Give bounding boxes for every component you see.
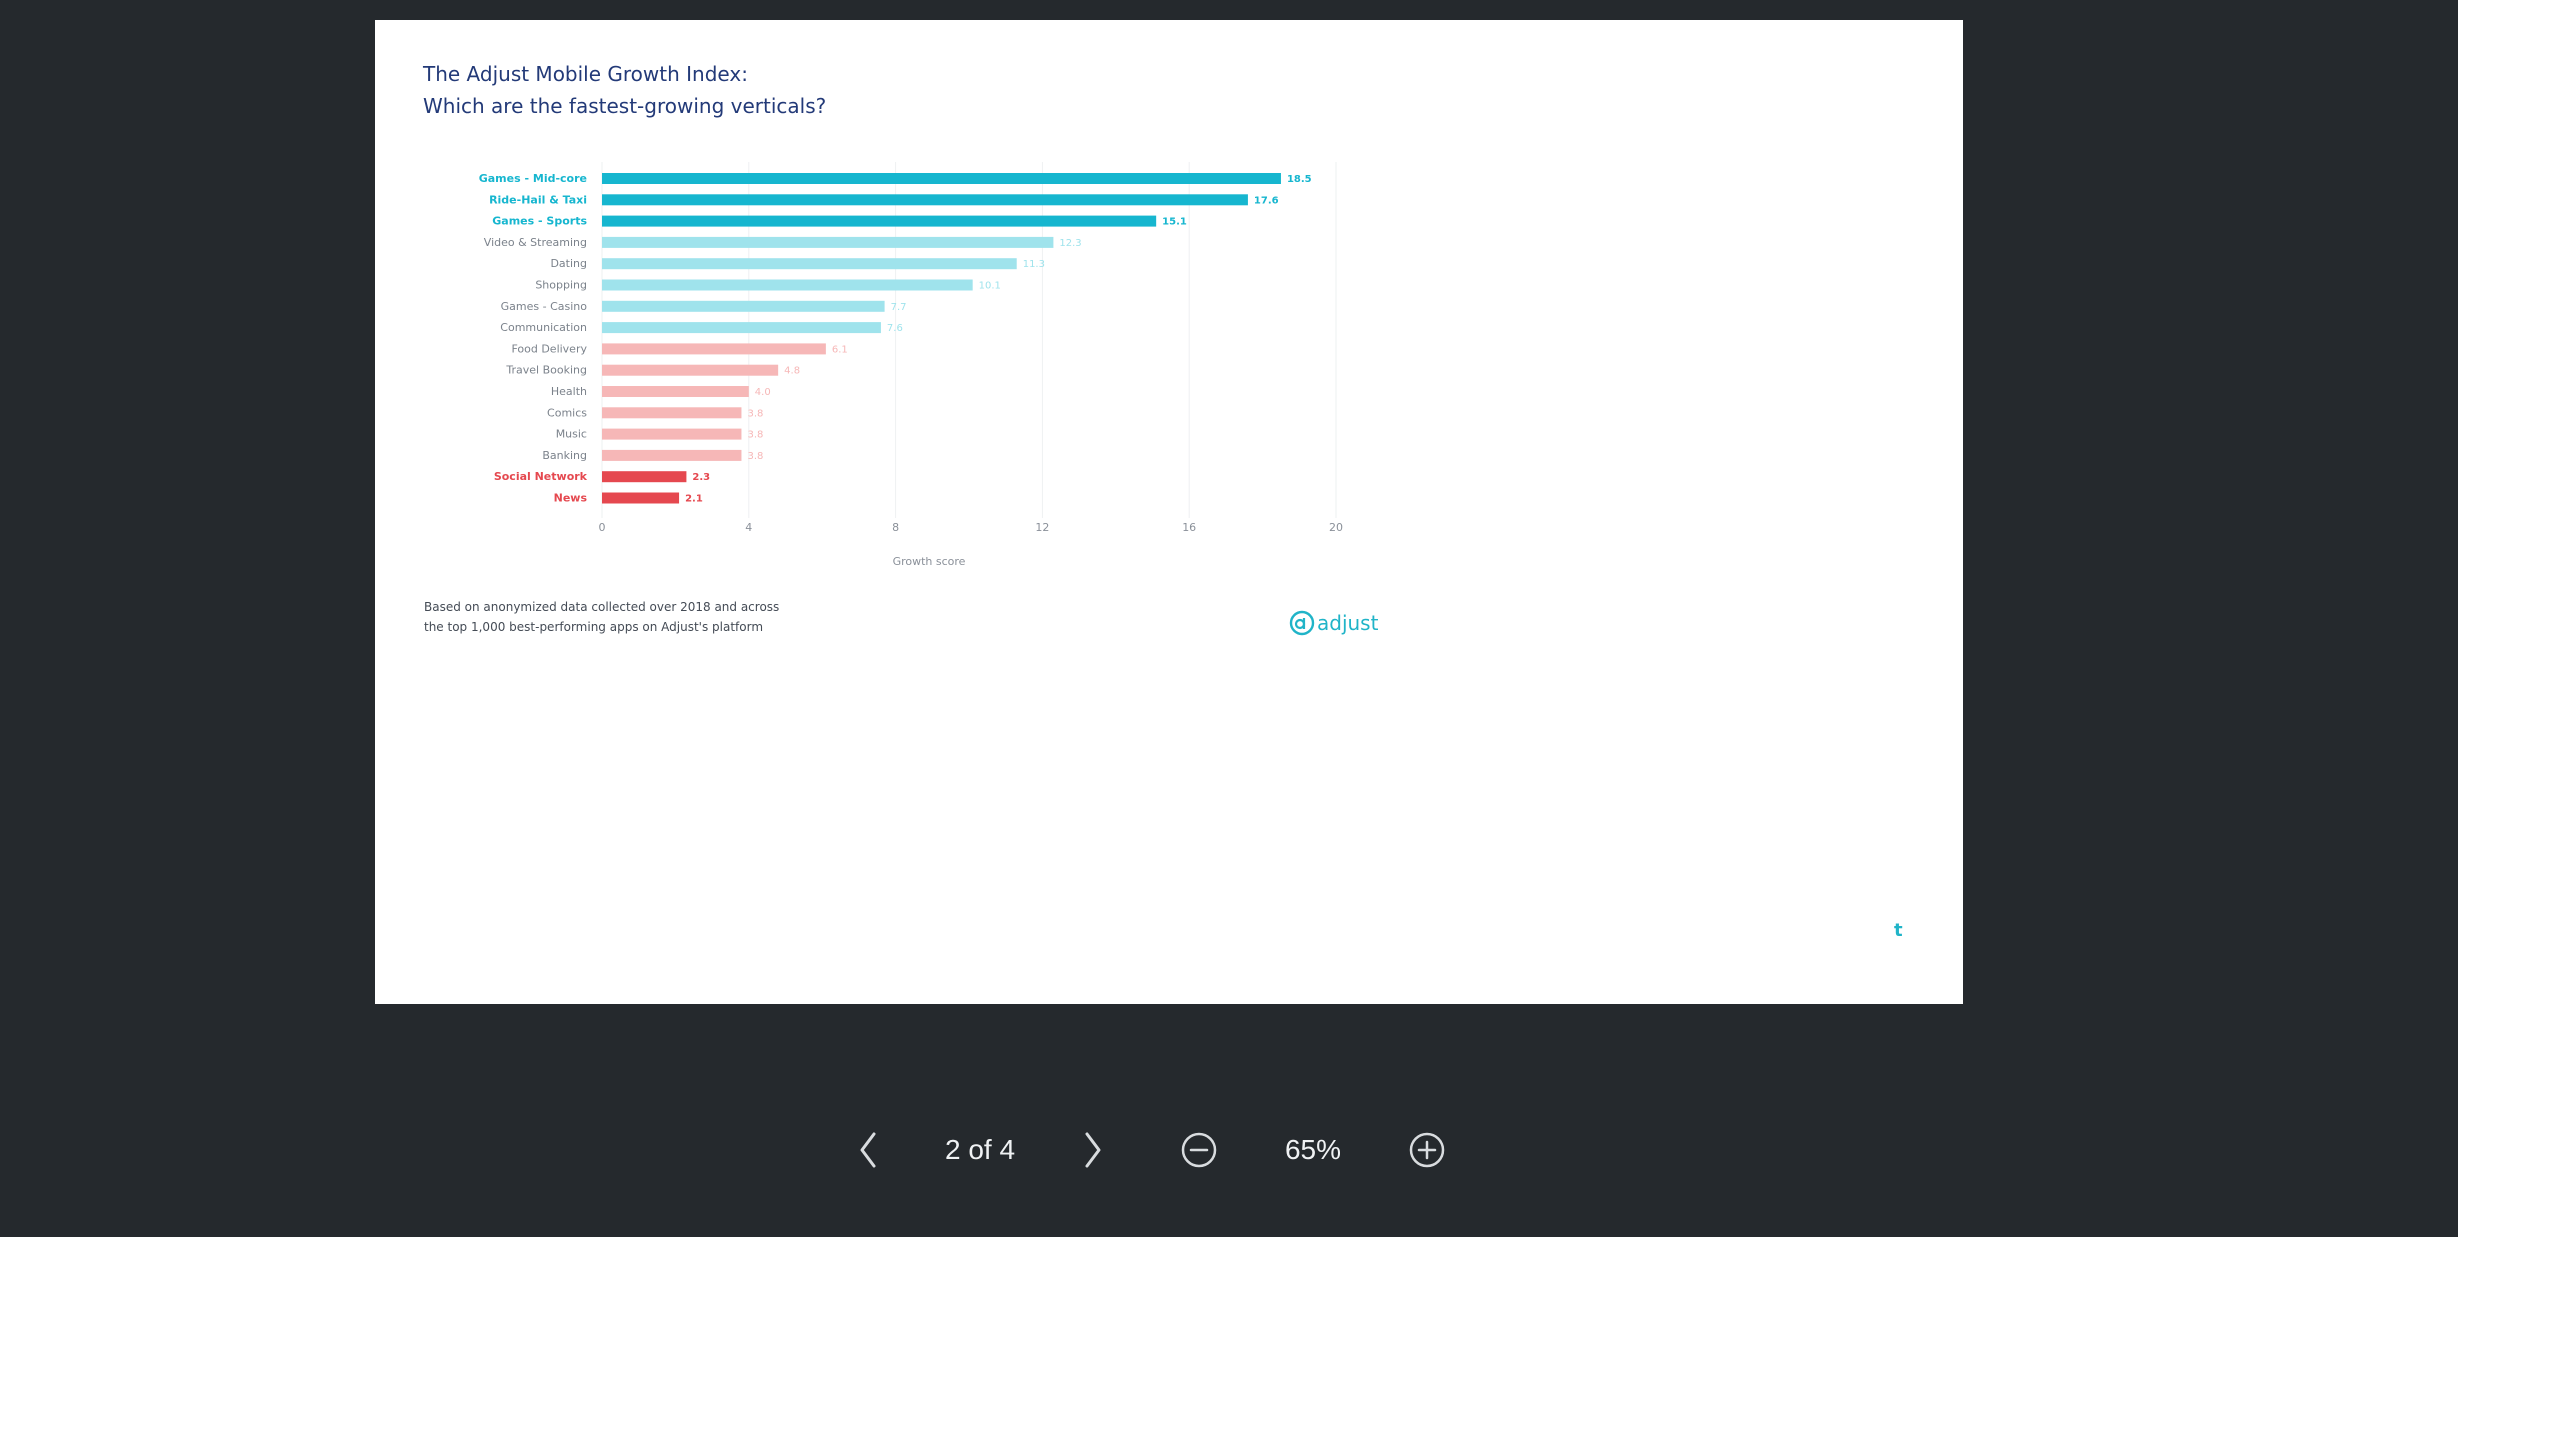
zoom-in-icon (1409, 1132, 1445, 1168)
category-label: Games - Casino (501, 300, 588, 313)
page-indicator: 2 of 4 (944, 1134, 1016, 1165)
x-tick-label: 16 (1182, 521, 1196, 534)
category-label: Communication (500, 321, 587, 334)
adjust-logo-icon (1289, 610, 1315, 636)
bar (602, 471, 687, 483)
slide-page: The Adjust Mobile Growth Index: Which ar… (375, 20, 1963, 1004)
category-label: Games - Sports (492, 215, 587, 228)
next-page-button[interactable] (1075, 1126, 1111, 1174)
data-label: 12.3 (1059, 238, 1081, 249)
data-label: 15.1 (1162, 217, 1187, 228)
adjust-logo-text: adjust (1317, 611, 1379, 635)
x-axis-label: Growth score (893, 555, 966, 568)
bar (602, 449, 742, 461)
category-label: Games - Mid-core (479, 172, 587, 185)
slide-subtitle: Which are the fastest-growing verticals? (423, 94, 827, 118)
data-label: 10.1 (979, 281, 1001, 292)
bar (602, 322, 881, 334)
category-label: Shopping (535, 279, 587, 292)
zoom-in-button[interactable] (1406, 1126, 1448, 1174)
data-label: 18.5 (1287, 174, 1312, 185)
corner-mark: t (1894, 920, 1903, 941)
data-label: 7.6 (887, 323, 903, 334)
data-label: 2.3 (692, 472, 710, 483)
x-tick-label: 12 (1035, 521, 1049, 534)
category-label: Health (551, 385, 587, 398)
chevron-right-icon (1085, 1132, 1101, 1168)
bar (602, 215, 1157, 227)
data-label: 3.8 (747, 408, 763, 419)
category-label: Social Network (494, 470, 588, 483)
data-label: 11.3 (1023, 259, 1045, 270)
category-label: Music (556, 428, 587, 441)
x-tick-label: 20 (1329, 521, 1343, 534)
zoom-out-button[interactable] (1178, 1126, 1220, 1174)
category-label: News (554, 492, 588, 505)
category-label: Food Delivery (511, 342, 587, 355)
zoom-out-icon (1181, 1132, 1217, 1168)
document-viewer: The Adjust Mobile Growth Index: Which ar… (0, 0, 2458, 1237)
category-label: Comics (547, 406, 587, 419)
data-label: 7.7 (891, 302, 907, 313)
x-tick-label: 4 (745, 521, 752, 534)
footnote-line-2: the top 1,000 best-performing apps on Ad… (424, 620, 764, 634)
zoom-level: 65% (1284, 1134, 1342, 1165)
data-label: 4.8 (784, 366, 800, 377)
growth-index-chart: 0 4 8 12 16 20 Growth score Games - Mid-core 18.… (479, 162, 1343, 568)
data-label: 2.1 (685, 494, 703, 505)
bar (602, 236, 1054, 248)
bar (602, 492, 680, 504)
data-label: 17.6 (1254, 195, 1279, 206)
category-label: Travel Booking (505, 364, 587, 377)
data-label: 4.0 (755, 387, 771, 398)
bar (602, 279, 973, 291)
bar (602, 428, 742, 440)
bar (602, 258, 1017, 270)
bar (602, 300, 885, 312)
bar (602, 173, 1281, 184)
category-label: Video & Streaming (484, 236, 587, 249)
data-label: 3.8 (747, 430, 763, 441)
bar (602, 364, 779, 376)
category-label: Ride-Hail & Taxi (489, 193, 587, 206)
category-label: Dating (550, 257, 587, 270)
bar (602, 386, 749, 397)
bar (602, 194, 1248, 206)
chevron-left-icon (860, 1132, 876, 1168)
slide-title: The Adjust Mobile Growth Index: (423, 62, 748, 86)
x-tick-label: 8 (892, 521, 899, 534)
footnote-line-1: Based on anonymized data collected over … (424, 600, 780, 614)
bar (602, 343, 826, 355)
prev-page-button[interactable] (850, 1126, 886, 1174)
adjust-logo: adjust (1289, 610, 1378, 636)
category-label: Banking (542, 449, 587, 462)
x-tick-label: 0 (599, 521, 606, 534)
data-label: 3.8 (747, 451, 763, 462)
bar (602, 407, 742, 419)
data-label: 6.1 (832, 344, 848, 355)
